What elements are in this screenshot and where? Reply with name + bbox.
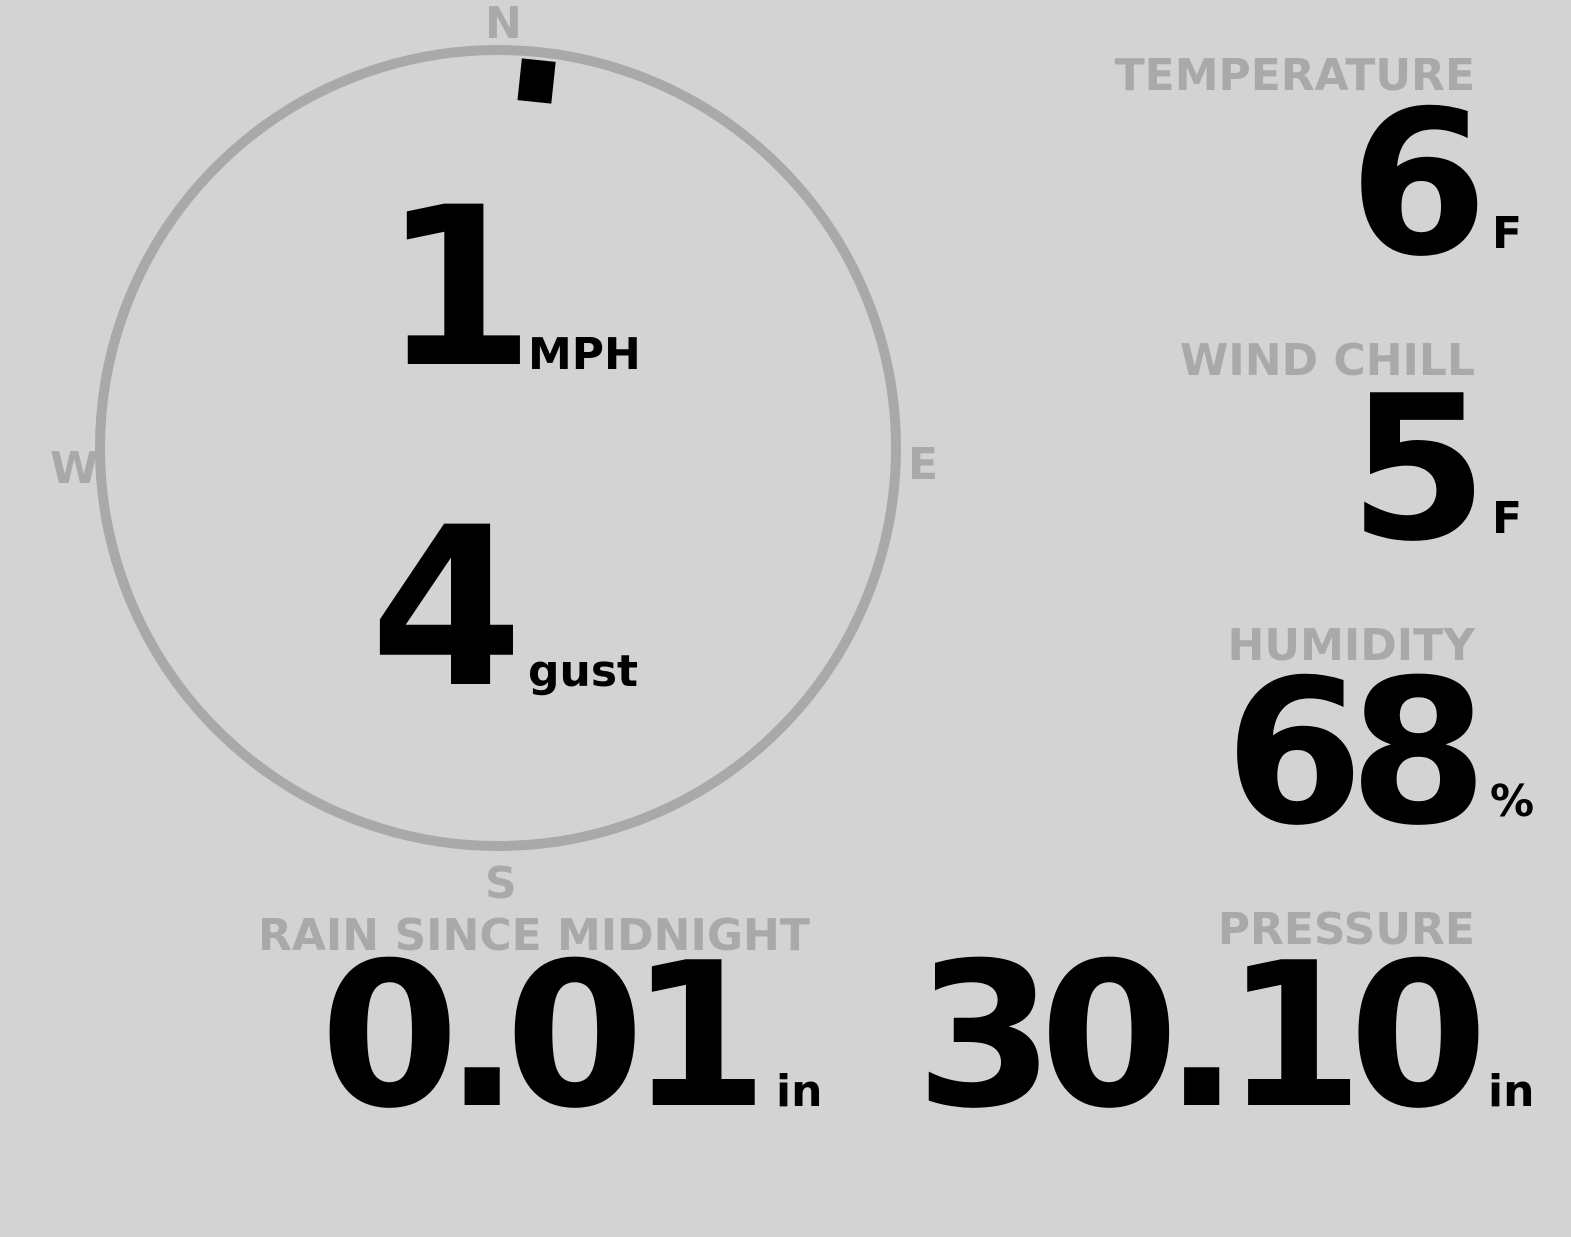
compass-east: E xyxy=(908,439,939,490)
temperature-label: TEMPERATURE xyxy=(1114,50,1475,101)
wind-chill-label: WIND CHILL xyxy=(1179,335,1475,386)
humidity-label: HUMIDITY xyxy=(1227,620,1475,671)
wind-chill-value: 5 xyxy=(1348,353,1488,586)
rain-unit: in xyxy=(776,1066,823,1117)
wind-direction-needle xyxy=(517,58,556,104)
compass-dial xyxy=(95,45,901,851)
pressure-unit: in xyxy=(1488,1066,1535,1117)
wind-gust-unit: gust xyxy=(528,646,639,697)
wind-speed-value: 1 xyxy=(382,160,536,416)
compass-west: W xyxy=(50,443,99,494)
wind-gust-value: 4 xyxy=(370,480,524,736)
rain-label: RAIN SINCE MIDNIGHT xyxy=(258,910,810,961)
temperature-unit: F xyxy=(1492,208,1523,259)
compass-south: S xyxy=(485,858,517,909)
compass-north: N xyxy=(485,0,522,49)
wind-speed-unit: MPH xyxy=(528,329,641,380)
humidity-unit: % xyxy=(1490,776,1535,827)
pressure-value: 30.10 xyxy=(915,920,1488,1153)
temperature-value: 6 xyxy=(1348,68,1488,301)
wind-chill-unit: F xyxy=(1492,493,1523,544)
pressure-label: PRESSURE xyxy=(1217,904,1475,955)
humidity-value: 68 xyxy=(1224,637,1488,870)
compass-ring xyxy=(95,45,901,851)
rain-value: 0.01 xyxy=(320,920,768,1153)
